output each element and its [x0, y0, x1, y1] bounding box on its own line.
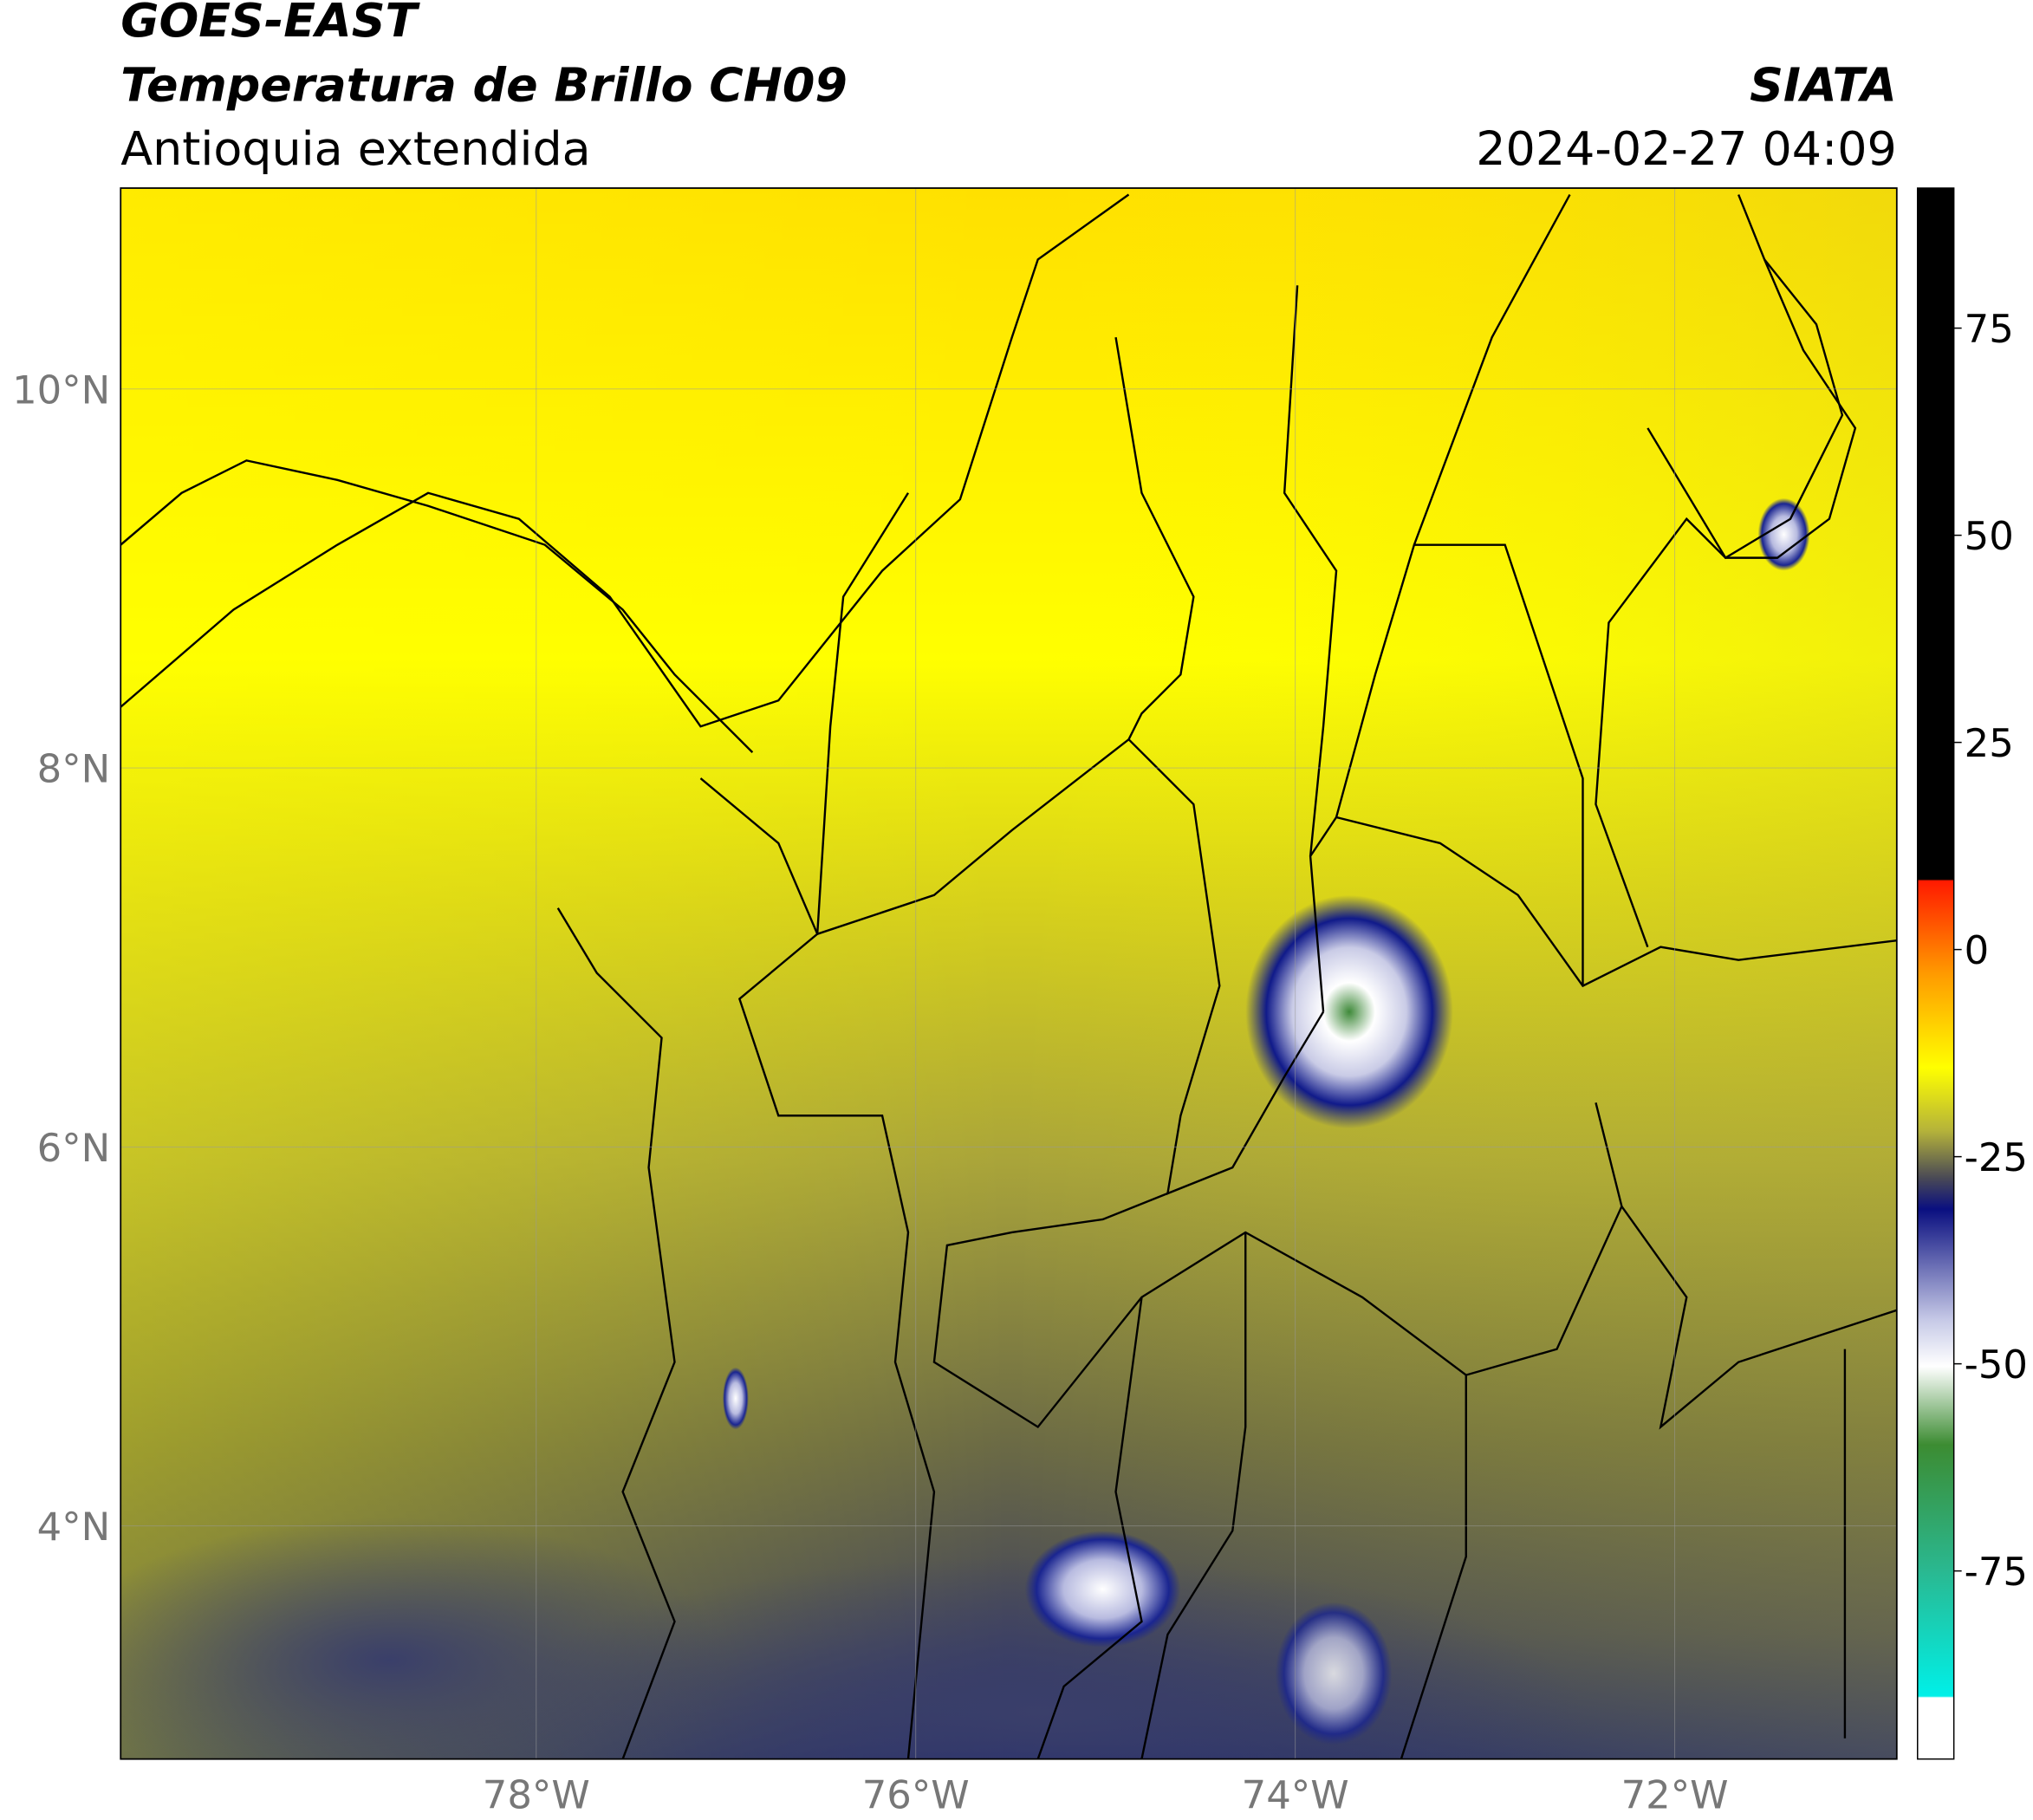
colorbar-tick-label: 75 [1965, 306, 2014, 352]
convective-cloud [1757, 497, 1810, 571]
datetime-label: 2024-02-27 04:09 [1476, 121, 1897, 176]
satellite-image [120, 188, 1897, 1759]
coastline [120, 459, 754, 753]
satellite-name: GOES-EAST [120, 0, 420, 48]
convective-cloud [1275, 1602, 1393, 1745]
colorbar-tick-label: 0 [1965, 927, 1990, 973]
lon-tick-label: 72°W [1621, 1772, 1729, 1818]
cold-area [120, 1518, 727, 1759]
convective-cloud [1024, 1531, 1181, 1648]
lat-tick-label: 6°N [37, 1125, 111, 1171]
border [699, 777, 936, 1759]
border [1036, 1297, 1143, 1759]
border [1283, 285, 1338, 857]
lon-tick-label: 78°W [483, 1772, 590, 1818]
boundaries [120, 193, 1897, 1759]
border [1309, 816, 1897, 1012]
coastline [1595, 194, 1844, 948]
region-subtitle: Antioquia extendida [120, 121, 590, 176]
border [1335, 543, 1584, 986]
temperature-field [120, 188, 1897, 1759]
lon-tick-label: 76°W [862, 1772, 970, 1818]
coastline [556, 907, 676, 1759]
lat-tick-label: 10°N [12, 367, 110, 413]
border [1114, 336, 1195, 740]
map-frame [120, 187, 1898, 1760]
border [815, 492, 910, 934]
axis-labels: 78°W 76°W 74°W 72°W 10°N 8°N 6°N 4°N 75 50 25 0 -25 -… [12, 306, 2028, 1817]
product-title: Temperatura de Brillo CH09 [120, 58, 848, 113]
colorbar-tick-label: 25 [1965, 720, 2014, 766]
border [1400, 1375, 1467, 1759]
convective-cloud [722, 1367, 749, 1430]
border [1621, 1206, 1897, 1430]
border [816, 738, 1325, 1195]
coastline [1647, 258, 1857, 559]
source-label: SIATA [1750, 58, 1897, 113]
convective-cloud [1245, 894, 1453, 1129]
graticule [120, 188, 1897, 1759]
colorbar-tick-label: -25 [1965, 1134, 2028, 1180]
colorbar-tick-label: -75 [1965, 1549, 2028, 1595]
coastline [120, 193, 1130, 728]
lat-tick-label: 4°N [37, 1504, 111, 1550]
colorbar-tick-label: -50 [1965, 1342, 2028, 1388]
lon-tick-label: 74°W [1242, 1772, 1349, 1818]
lat-tick-label: 8°N [37, 746, 111, 792]
colorbar-tick-label: 50 [1965, 513, 2014, 559]
colorbar [1917, 187, 1955, 1760]
border [1140, 1232, 1247, 1759]
